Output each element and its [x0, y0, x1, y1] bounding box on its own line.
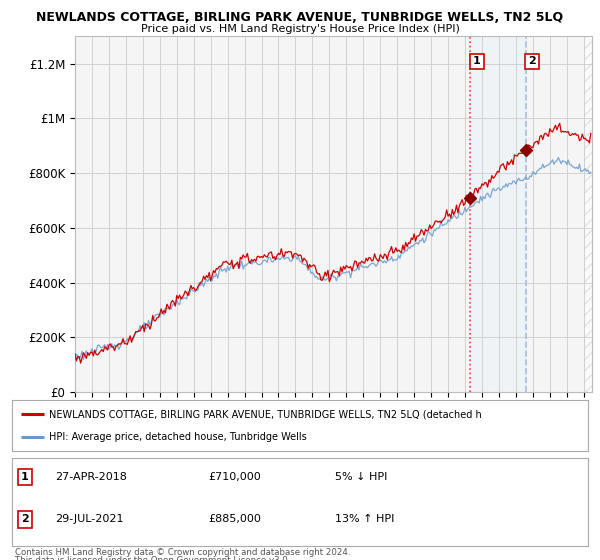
Text: NEWLANDS COTTAGE, BIRLING PARK AVENUE, TUNBRIDGE WELLS, TN2 5LQ (detached h: NEWLANDS COTTAGE, BIRLING PARK AVENUE, T…	[49, 409, 482, 419]
Bar	[470, 36, 526, 392]
Text: 29-JUL-2021: 29-JUL-2021	[55, 515, 124, 525]
Text: Contains HM Land Registry data © Crown copyright and database right 2024.: Contains HM Land Registry data © Crown c…	[15, 548, 350, 557]
Text: 2: 2	[528, 57, 536, 66]
Text: HPI: Average price, detached house, Tunbridge Wells: HPI: Average price, detached house, Tunb…	[49, 432, 307, 442]
Text: 5% ↓ HPI: 5% ↓ HPI	[335, 472, 387, 482]
Text: Price paid vs. HM Land Registry's House Price Index (HPI): Price paid vs. HM Land Registry's House …	[140, 24, 460, 34]
Text: 13% ↑ HPI: 13% ↑ HPI	[335, 515, 394, 525]
Text: 1: 1	[473, 57, 481, 66]
Text: This data is licensed under the Open Government Licence v3.0.: This data is licensed under the Open Gov…	[15, 556, 290, 560]
Text: 2: 2	[21, 515, 29, 525]
Text: 1: 1	[21, 472, 29, 482]
Text: £885,000: £885,000	[208, 515, 261, 525]
Text: 27-APR-2018: 27-APR-2018	[55, 472, 127, 482]
Text: £710,000: £710,000	[208, 472, 260, 482]
Text: NEWLANDS COTTAGE, BIRLING PARK AVENUE, TUNBRIDGE WELLS, TN2 5LQ: NEWLANDS COTTAGE, BIRLING PARK AVENUE, T…	[37, 11, 563, 24]
